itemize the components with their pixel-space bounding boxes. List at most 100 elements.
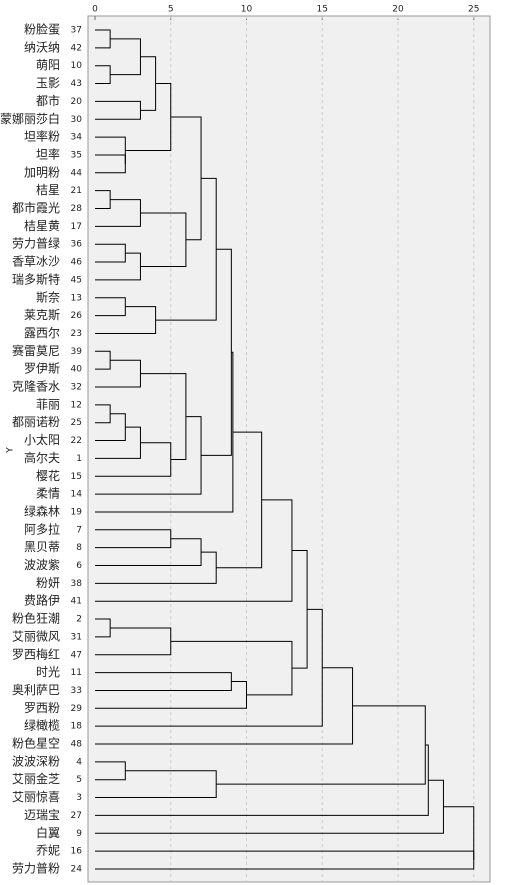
leaf-id: 24 [71,864,83,874]
leaf-id: 25 [71,418,82,428]
leaf-id: 37 [71,26,82,36]
leaf-label: 乔妮 [36,844,60,858]
leaf-id: 38 [71,579,83,589]
leaf-id: 32 [71,383,82,393]
leaf-id: 16 [71,847,83,857]
leaf-id: 39 [71,347,83,357]
leaf-label: 粉色星空 [12,737,60,751]
leaf-label: 阿多拉 [24,521,60,536]
leaf-id: 4 [76,757,82,767]
leaf-label: 桔星黄 [24,219,60,233]
leaf-id: 23 [71,329,82,339]
leaf-id: 43 [71,79,82,89]
leaf-label: 罗伊斯 [24,362,60,376]
leaf-label: 香草冰沙 [12,255,60,269]
leaf-label: 克隆香水 [12,379,60,394]
leaf-id: 8 [76,543,82,553]
leaf-label: 迈瑞宝 [24,808,60,822]
leaf-label: 绿森林 [24,503,60,518]
leaf-label: 露西尔 [24,325,60,340]
leaf-id: 34 [71,133,83,143]
leaf-id: 9 [76,829,82,839]
leaf-id: 7 [76,525,82,535]
leaf-id: 36 [71,240,83,250]
leaf-label: 加明粉 [24,165,60,179]
leaf-id: 42 [71,43,82,53]
leaf-label: 赛雷莫尼 [12,343,60,358]
plot-area [87,15,491,883]
leaf-label: 波波深粉 [12,754,60,768]
leaf-label: 费路伊 [24,593,60,608]
leaf-id: 13 [71,293,82,303]
leaf-id: 27 [71,811,82,821]
leaf-label: 粉色狂潮 [12,611,60,626]
leaf-label: 菲丽 [36,397,60,411]
leaf-id: 26 [71,311,83,321]
leaf-id: 29 [71,704,83,714]
leaf-label: 萌阳 [36,58,60,72]
y-label: Y [6,447,16,454]
leaf-label: 都丽诺粉 [12,415,60,429]
leaf-label: 罗西梅红 [12,646,60,661]
x-tick-label: 5 [168,5,174,15]
merge-link [443,806,475,861]
leaf-label: 艾丽惊喜 [12,789,60,804]
leaf-id: 21 [71,186,82,196]
leaf-label: 艾丽金芝 [12,771,60,786]
leaf-id: 22 [71,436,82,446]
leaf-label: 时光 [36,665,60,679]
leaf-id: 35 [71,150,82,160]
leaf-id: 44 [71,168,83,178]
leaf-id: 48 [71,740,83,750]
leaf-id: 28 [71,204,83,214]
leaf-label: 莱克斯 [24,308,60,322]
leaf-label: 罗西粉 [24,701,60,715]
leaf-label: 樱花 [36,468,60,483]
x-tick-label: 25 [468,5,479,15]
leaf-label: 瑞多斯特 [12,271,60,286]
leaf-label: 粉妍 [36,576,60,590]
x-tick-label: 20 [392,5,404,15]
leaf-id: 33 [71,686,82,696]
leaf-label: 都市 [36,93,60,108]
leaf-label: 斯奈 [36,290,60,304]
leaf-label: 纳沃纳 [24,40,60,54]
x-tick-label: 10 [241,5,253,15]
leaf-label: 坦率 [36,146,60,161]
leaf-id: 6 [76,561,82,571]
leaf-id: 2 [76,615,82,625]
leaf-id: 19 [71,507,83,517]
leaf-label: 柔情 [36,487,60,501]
leaf-id: 3 [76,793,82,803]
merge-link [95,136,126,164]
x-tick-label: 0 [92,5,98,15]
leaf-label: 劳力普粉 [12,861,60,875]
leaf-id: 31 [71,632,82,642]
leaf-label: 桔星 [36,183,60,197]
leaf-label: 高尔夫 [24,450,60,465]
leaf-label: 劳力普绿 [12,236,60,251]
leaf-id: 10 [71,61,83,71]
leaf-id: 11 [71,668,82,678]
leaf-label: 坦率粉 [24,129,60,144]
leaf-id: 45 [71,275,82,285]
leaf-id: 15 [71,472,82,482]
leaf-id: 20 [71,97,83,107]
leaf-label: 艾丽微风 [12,629,60,643]
leaf-id: 5 [76,775,82,785]
leaf-label: 奥利萨巴 [12,683,60,697]
leaf-id: 1 [76,454,82,464]
leaf-label: 玉影 [36,76,60,90]
leaf-label: 绿橄榄 [24,718,60,733]
leaf-id: 47 [71,650,82,660]
x-tick-label: 15 [317,5,328,15]
leaf-id: 14 [71,490,83,500]
leaf-label: 波波紫 [24,558,60,572]
leaf-label: 粉脸蛋 [24,23,60,37]
leaf-label: 白翼 [36,825,60,840]
leaf-id: 17 [71,222,82,232]
leaf-label: 黑贝蒂 [24,540,60,554]
leaf-label: 蒙娜丽莎白 [0,111,60,126]
leaf-id: 40 [71,365,83,375]
